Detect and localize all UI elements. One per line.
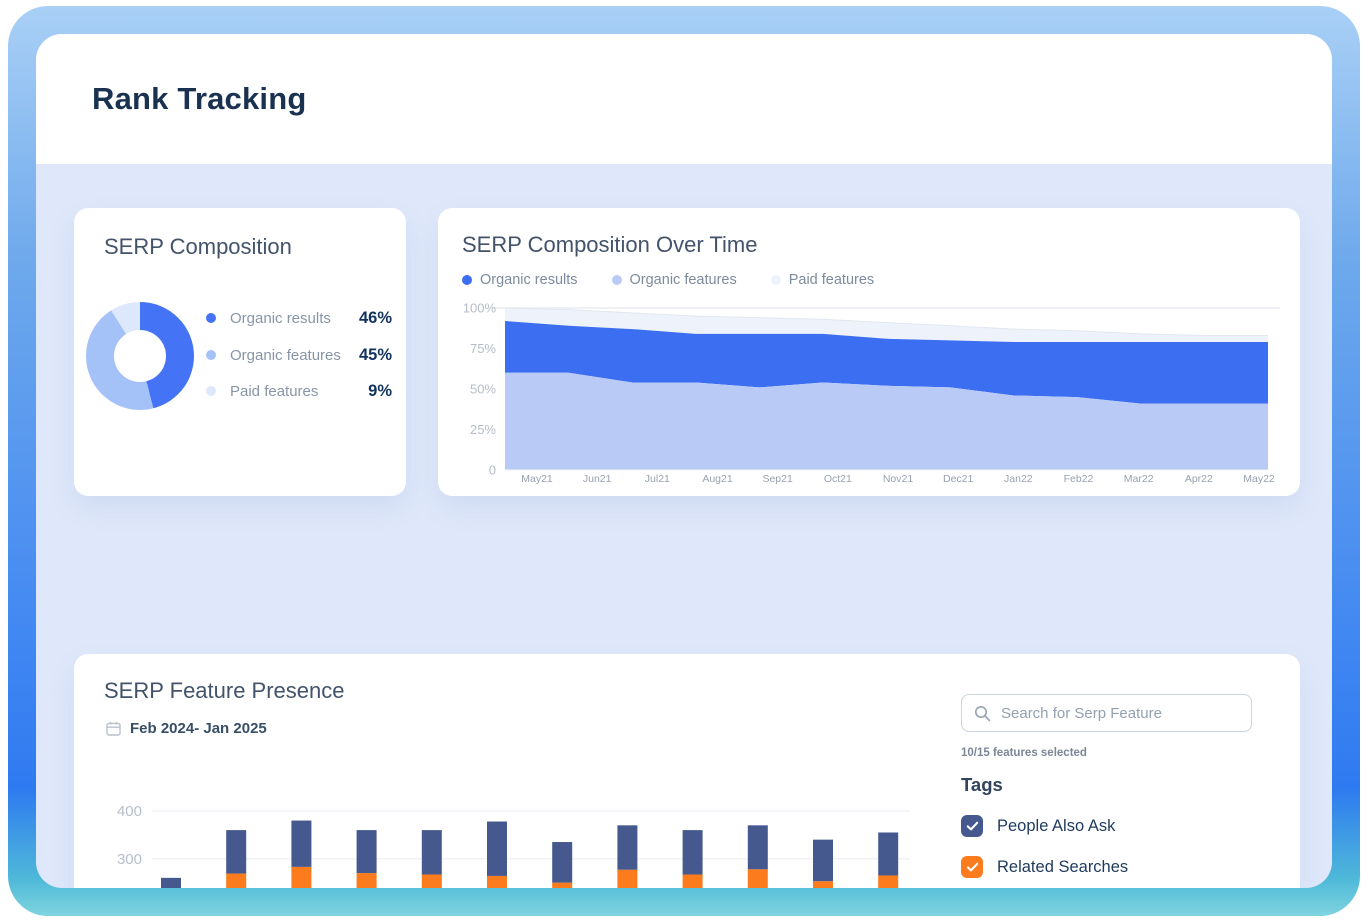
card-title: SERP Composition Over Time (462, 232, 758, 257)
svg-text:75%: 75% (470, 341, 496, 356)
svg-text:May22: May22 (1243, 473, 1275, 485)
dashboard-content: SERP Composition Organic results 46% Org… (36, 164, 1332, 888)
legend-item: Organic results (462, 272, 578, 288)
legend-dot (462, 275, 472, 285)
date-range[interactable]: Feb 2024- Jan 2025 (106, 720, 267, 737)
svg-text:Jan22: Jan22 (1004, 473, 1033, 485)
svg-text:100%: 100% (463, 301, 497, 316)
date-range-label: Feb 2024- Jan 2025 (130, 720, 267, 737)
bar-chart: 0100200300400 (117, 803, 910, 888)
legend-value: 45% (358, 345, 392, 364)
area-chart-legend: Organic results Organic features Paid fe… (462, 272, 874, 288)
features-selected-count: 10/15 features selected (961, 747, 1087, 759)
search-input[interactable] (1001, 704, 1239, 722)
feature-filter-panel: 10/15 features selected Tags People Also… (961, 694, 1252, 888)
search-box[interactable] (961, 694, 1252, 732)
legend-label: Paid features (230, 382, 319, 400)
donut-chart (86, 302, 194, 410)
svg-text:May21: May21 (521, 473, 553, 485)
legend-label: Organic features (629, 272, 737, 288)
card-title: SERP Feature Presence (104, 678, 345, 703)
legend-dot (611, 275, 622, 285)
legend-value: 9% (368, 381, 392, 400)
tags-heading: Tags (961, 774, 1003, 795)
legend-label: Organic results (480, 272, 578, 288)
serp-feature-presence-card: SERP Feature Presence Feb 2024- Jan 2025… (74, 654, 1300, 888)
svg-text:Sep21: Sep21 (762, 473, 793, 485)
page-header: Rank Tracking (36, 34, 1332, 164)
svg-text:0: 0 (489, 463, 496, 478)
legend-value: 46% (358, 308, 392, 327)
app-panel: Rank Tracking SERP Composition Organic r… (36, 34, 1332, 888)
legend-dot (770, 275, 781, 285)
svg-text:Nov21: Nov21 (883, 473, 914, 485)
svg-text:25%: 25% (470, 422, 496, 437)
area-chart: 0 25% 50% 75% 100% May21 Jun21 Jul21 Aug21 Sep21 O… (463, 301, 1280, 485)
legend-label: Paid features (788, 272, 875, 288)
legend-item: Paid features (770, 272, 875, 288)
svg-text:400: 400 (117, 803, 142, 820)
svg-text:Feb22: Feb22 (1064, 473, 1094, 485)
legend-dot (206, 386, 216, 396)
legend-item: Organic results 46% (206, 306, 392, 330)
legend-item: Paid features 9% (206, 379, 392, 403)
page-title: Rank Tracking (92, 81, 307, 116)
svg-text:300: 300 (117, 851, 142, 868)
tag-label: Related Searches (997, 857, 1129, 876)
svg-text:Jun21: Jun21 (583, 473, 612, 485)
svg-text:50%: 50% (470, 382, 496, 397)
svg-text:Aug21: Aug21 (702, 473, 733, 485)
tag-label: People Also Ask (997, 816, 1116, 835)
legend-label: Organic results (230, 309, 331, 327)
svg-text:Apr22: Apr22 (1185, 473, 1213, 485)
svg-text:Jul21: Jul21 (645, 473, 670, 485)
calendar-icon (106, 721, 121, 736)
svg-text:Mar22: Mar22 (1124, 473, 1154, 485)
serp-over-time-card: SERP Composition Over Time Organic resul… (438, 208, 1300, 496)
svg-text:Oct21: Oct21 (824, 473, 852, 485)
checkbox-checked-icon[interactable] (961, 815, 983, 837)
svg-text:Dec21: Dec21 (943, 473, 974, 485)
legend-dot (206, 350, 216, 360)
serp-composition-card: SERP Composition Organic results 46% Org… (74, 208, 406, 496)
window-frame: Rank Tracking SERP Composition Organic r… (8, 6, 1360, 916)
checkbox-checked-icon[interactable] (961, 856, 983, 878)
legend-item: Organic features 45% (206, 343, 392, 367)
legend-dot (206, 313, 216, 323)
legend-item: Organic features (611, 272, 737, 288)
legend-label: Organic features (230, 346, 341, 364)
tag-row-related-searches[interactable]: Related Searches (961, 856, 1252, 878)
search-icon (974, 705, 991, 721)
card-title: SERP Composition (104, 234, 292, 259)
tag-row-people-also-ask[interactable]: People Also Ask (961, 815, 1252, 837)
